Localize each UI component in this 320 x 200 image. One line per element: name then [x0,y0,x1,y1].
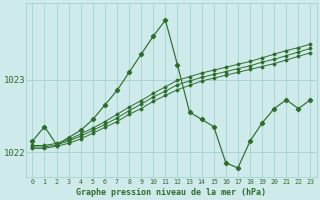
X-axis label: Graphe pression niveau de la mer (hPa): Graphe pression niveau de la mer (hPa) [76,188,267,197]
